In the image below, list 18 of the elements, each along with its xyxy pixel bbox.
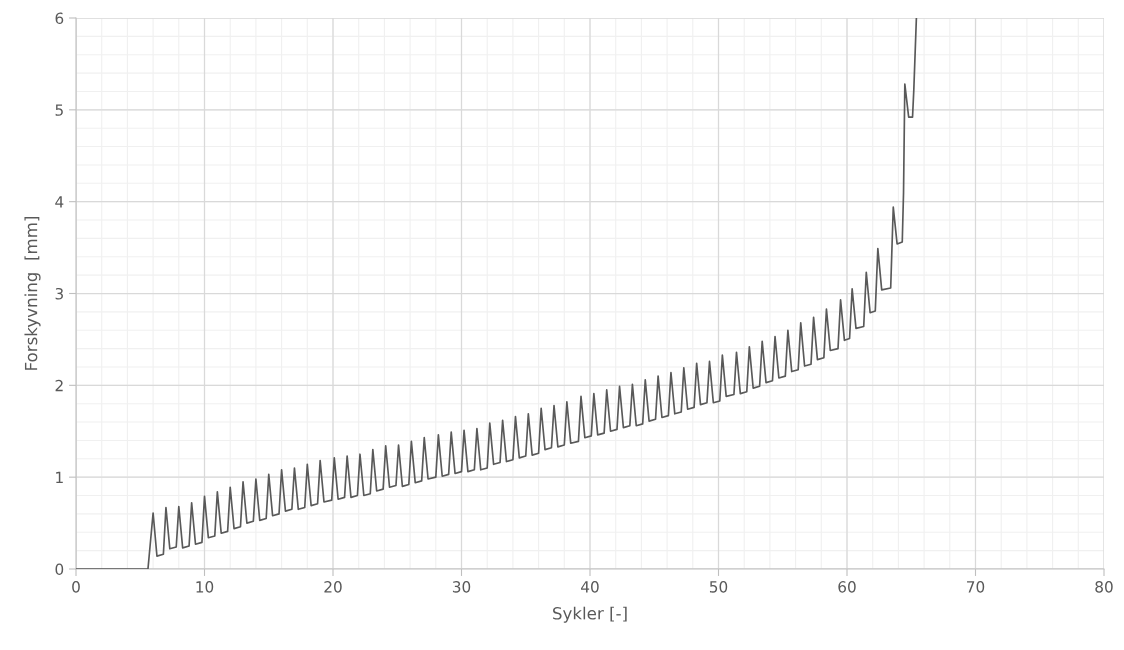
x-tick-label: 60: [838, 581, 856, 593]
y-tick-label: 0: [55, 563, 64, 576]
y-tick-label: 1: [56, 471, 63, 483]
y-tick-label: 6: [55, 12, 64, 25]
y-axis-title: Forskyvning [mm]: [24, 216, 41, 370]
y-tick-label: 2: [55, 379, 63, 392]
x-tick-label: 80: [1095, 581, 1113, 593]
x-tick-label: 70: [967, 581, 985, 593]
y-tick-label: 4: [55, 196, 64, 208]
y-tick-label: 3: [55, 287, 63, 300]
x-tick-label: 30: [452, 581, 471, 593]
x-tick-label: 40: [581, 581, 599, 593]
x-tick-label: 50: [709, 581, 728, 593]
y-tick-label: 5: [55, 104, 63, 116]
x-tick-label: 10: [196, 581, 214, 593]
x-axis-title: Sykler [-]: [553, 606, 627, 623]
x-tick-label: 0: [72, 581, 80, 593]
x-tick-label: 20: [324, 581, 342, 593]
